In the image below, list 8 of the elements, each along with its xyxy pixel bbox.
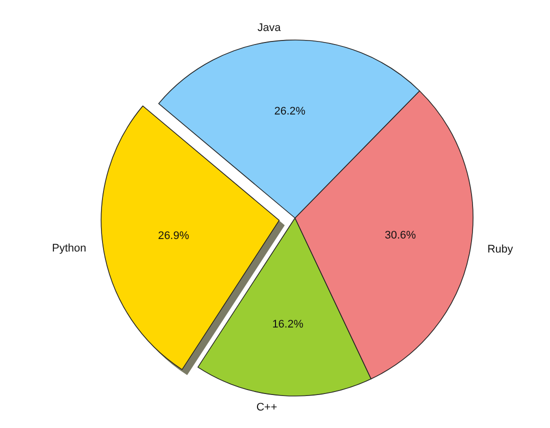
slice-label: Python xyxy=(52,242,86,254)
data-label: 26.9% xyxy=(158,230,190,242)
slice-label: Ruby xyxy=(487,244,514,256)
data-label: 26.2% xyxy=(274,105,306,118)
slice-label: Java xyxy=(257,22,282,34)
data-label: 16.2% xyxy=(272,318,304,331)
slice-label: C++ xyxy=(256,402,278,414)
data-label: 30.6% xyxy=(384,230,416,242)
